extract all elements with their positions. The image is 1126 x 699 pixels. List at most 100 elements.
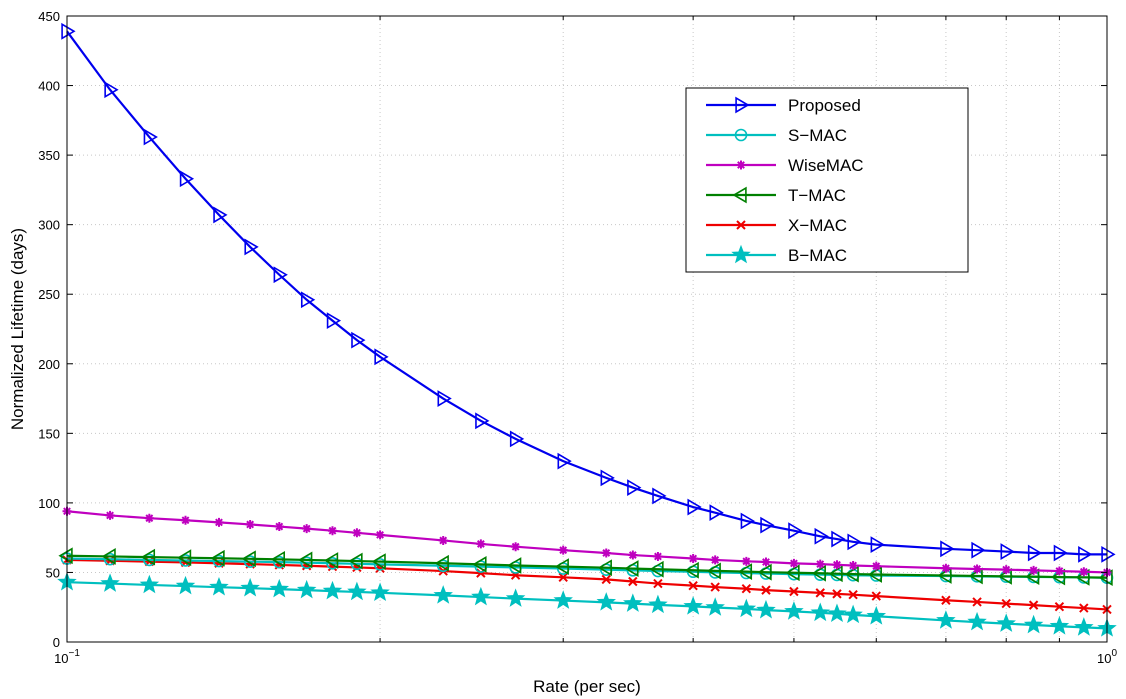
data-point: [996, 613, 1016, 632]
data-point: [600, 469, 615, 487]
data-point: [507, 557, 522, 574]
data-point: [175, 575, 196, 595]
data-point: [848, 589, 858, 600]
data-point: [323, 552, 339, 569]
data-point: [437, 390, 452, 407]
data-point: [941, 563, 951, 573]
data-point: [741, 556, 751, 566]
data-point: [832, 589, 842, 599]
data-point: [241, 550, 256, 568]
legend-item: WiseMAC: [706, 156, 864, 175]
data-point: [296, 579, 317, 599]
data-point: [1028, 600, 1039, 610]
legend-item: Proposed: [706, 96, 861, 115]
data-point: [269, 578, 290, 598]
data-point: [244, 238, 259, 256]
series-line: [66, 554, 1108, 579]
data-point: [240, 577, 260, 597]
data-point: [740, 512, 755, 530]
data-point: [688, 554, 698, 564]
data-point: [709, 504, 724, 522]
data-point: [322, 580, 343, 600]
data-point: [1054, 566, 1064, 576]
data-point: [760, 516, 775, 534]
data-point: [601, 548, 611, 558]
data-point: [475, 412, 490, 430]
data-point: [101, 548, 116, 565]
series-wisemac: [62, 506, 1112, 577]
data-point: [785, 564, 800, 582]
legend-item: B−MAC: [706, 244, 847, 265]
y-tick-label: 200: [38, 357, 60, 372]
data-point: [741, 584, 752, 594]
data-point: [58, 547, 73, 565]
data-point: [374, 348, 389, 366]
data-point: [181, 515, 191, 525]
data-point: [653, 551, 663, 561]
data-point: [273, 266, 288, 284]
data-point: [736, 598, 757, 618]
series-line: [66, 30, 1107, 556]
data-point: [214, 517, 224, 527]
data-point: [1023, 614, 1044, 634]
data-point: [139, 574, 160, 594]
data-point: [176, 549, 192, 567]
data-point: [601, 574, 611, 585]
series-line: [66, 510, 1108, 574]
y-tick-label: 450: [38, 9, 60, 24]
data-point: [866, 606, 887, 625]
data-point: [827, 603, 847, 623]
data-point: [710, 582, 720, 592]
data-point: [1027, 544, 1043, 562]
data-point: [706, 562, 721, 580]
data-point: [553, 590, 573, 609]
data-point: [558, 572, 568, 583]
series-line: [66, 581, 1108, 630]
data-point: [941, 595, 951, 605]
data-point: [100, 573, 120, 592]
data-point: [737, 563, 753, 581]
data-point: [433, 585, 453, 604]
data-point: [326, 312, 342, 330]
legend-label: X−MAC: [788, 216, 847, 235]
legend-label: B−MAC: [788, 246, 847, 265]
y-tick-label: 50: [46, 565, 60, 580]
data-point: [683, 596, 703, 615]
data-point: [967, 611, 987, 631]
data-point: [1054, 601, 1065, 612]
data-point: [735, 96, 750, 114]
y-tick-label: 100: [38, 496, 60, 511]
data-point: [375, 563, 385, 573]
data-point: [351, 331, 366, 349]
legend-label: WiseMAC: [788, 156, 864, 175]
series-proposed: [61, 22, 1116, 563]
data-point: [972, 597, 982, 607]
data-point: [352, 528, 362, 538]
data-point: [828, 565, 843, 583]
data-point: [105, 510, 115, 520]
data-point: [811, 564, 826, 582]
data-point: [788, 522, 803, 540]
data-point: [653, 578, 663, 589]
data-point: [209, 576, 229, 596]
data-point: [652, 487, 667, 505]
data-point: [687, 498, 702, 516]
legend-item: X−MAC: [706, 216, 847, 235]
data-point: [814, 527, 829, 545]
data-point: [274, 522, 284, 532]
data-point: [179, 170, 195, 188]
data-point: [371, 553, 386, 570]
legend-item: S−MAC: [706, 126, 847, 145]
data-point: [649, 560, 664, 578]
data-point: [972, 564, 982, 574]
data-point: [815, 588, 825, 598]
x-axis-label: Rate (per sec): [533, 677, 641, 696]
plot-series: [57, 22, 1117, 637]
data-point: [302, 524, 312, 534]
data-point: [511, 542, 521, 552]
data-point: [789, 558, 799, 568]
data-point: [968, 567, 983, 585]
data-point: [684, 561, 699, 579]
data-point: [1001, 598, 1011, 609]
